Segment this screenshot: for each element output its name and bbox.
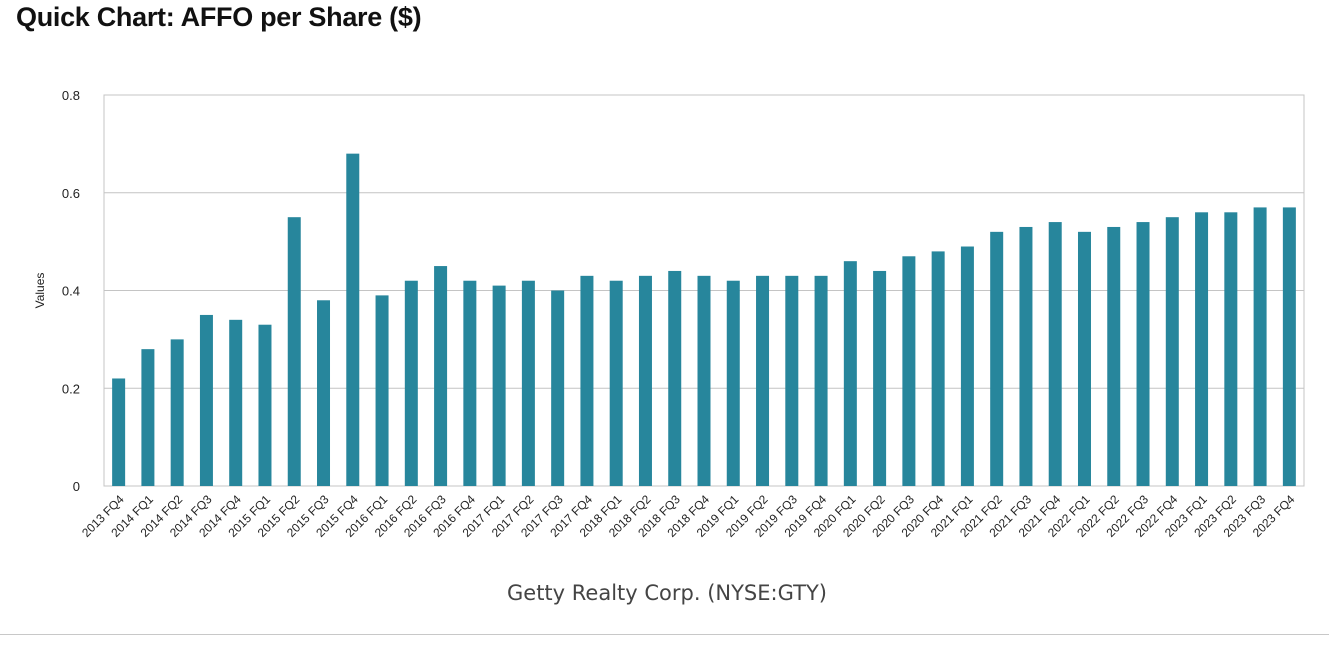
bar[interactable] (375, 295, 389, 486)
bar[interactable] (580, 275, 594, 486)
bar[interactable] (1136, 222, 1150, 486)
bar[interactable] (1253, 207, 1267, 486)
bar[interactable] (551, 290, 565, 487)
y-tick-label: 0.6 (62, 186, 80, 201)
y-tick-label: 0 (73, 479, 80, 494)
bar[interactable] (931, 251, 945, 486)
y-tick-label: 0.8 (62, 88, 80, 103)
bar[interactable] (668, 270, 682, 486)
bar[interactable] (346, 153, 360, 486)
bar[interactable] (521, 280, 535, 486)
bar[interactable] (873, 270, 887, 486)
bar[interactable] (1224, 212, 1238, 487)
bar[interactable] (287, 217, 301, 486)
x-axis-label: Getty Realty Corp. (NYSE:GTY) (507, 581, 827, 605)
bar[interactable] (112, 378, 126, 486)
bar[interactable] (199, 314, 213, 486)
bar[interactable] (1165, 217, 1179, 486)
bar[interactable] (843, 261, 857, 486)
bar[interactable] (141, 349, 155, 486)
bar[interactable] (1048, 222, 1062, 486)
bar[interactable] (609, 280, 623, 486)
bar[interactable] (960, 246, 974, 486)
bar[interactable] (726, 280, 740, 486)
bar[interactable] (258, 324, 272, 486)
page-title: Quick Chart: AFFO per Share ($) (16, 2, 422, 32)
bar[interactable] (785, 275, 799, 486)
bar[interactable] (229, 319, 243, 486)
bar[interactable] (1282, 207, 1296, 486)
bar[interactable] (902, 256, 916, 486)
bar[interactable] (170, 339, 184, 486)
bottom-divider (0, 634, 1329, 635)
bar[interactable] (990, 231, 1004, 486)
bar[interactable] (434, 266, 448, 486)
bar[interactable] (1195, 212, 1209, 487)
bar[interactable] (638, 275, 652, 486)
y-axis-label: Values (33, 273, 47, 309)
bar[interactable] (1107, 226, 1121, 486)
bar[interactable] (492, 285, 506, 486)
y-tick-label: 0.2 (62, 381, 80, 396)
bar[interactable] (697, 275, 711, 486)
bar[interactable] (404, 280, 418, 486)
y-tick-labels: 0 0.2 0.4 0.6 0.8 (62, 88, 80, 494)
bar[interactable] (814, 275, 828, 486)
bar[interactable] (317, 300, 331, 486)
bar[interactable] (1077, 231, 1091, 486)
bar[interactable] (756, 275, 770, 486)
bars (112, 153, 1296, 487)
y-tick-label: 0.4 (62, 284, 80, 299)
bar[interactable] (1019, 226, 1033, 486)
bar[interactable] (463, 280, 477, 486)
